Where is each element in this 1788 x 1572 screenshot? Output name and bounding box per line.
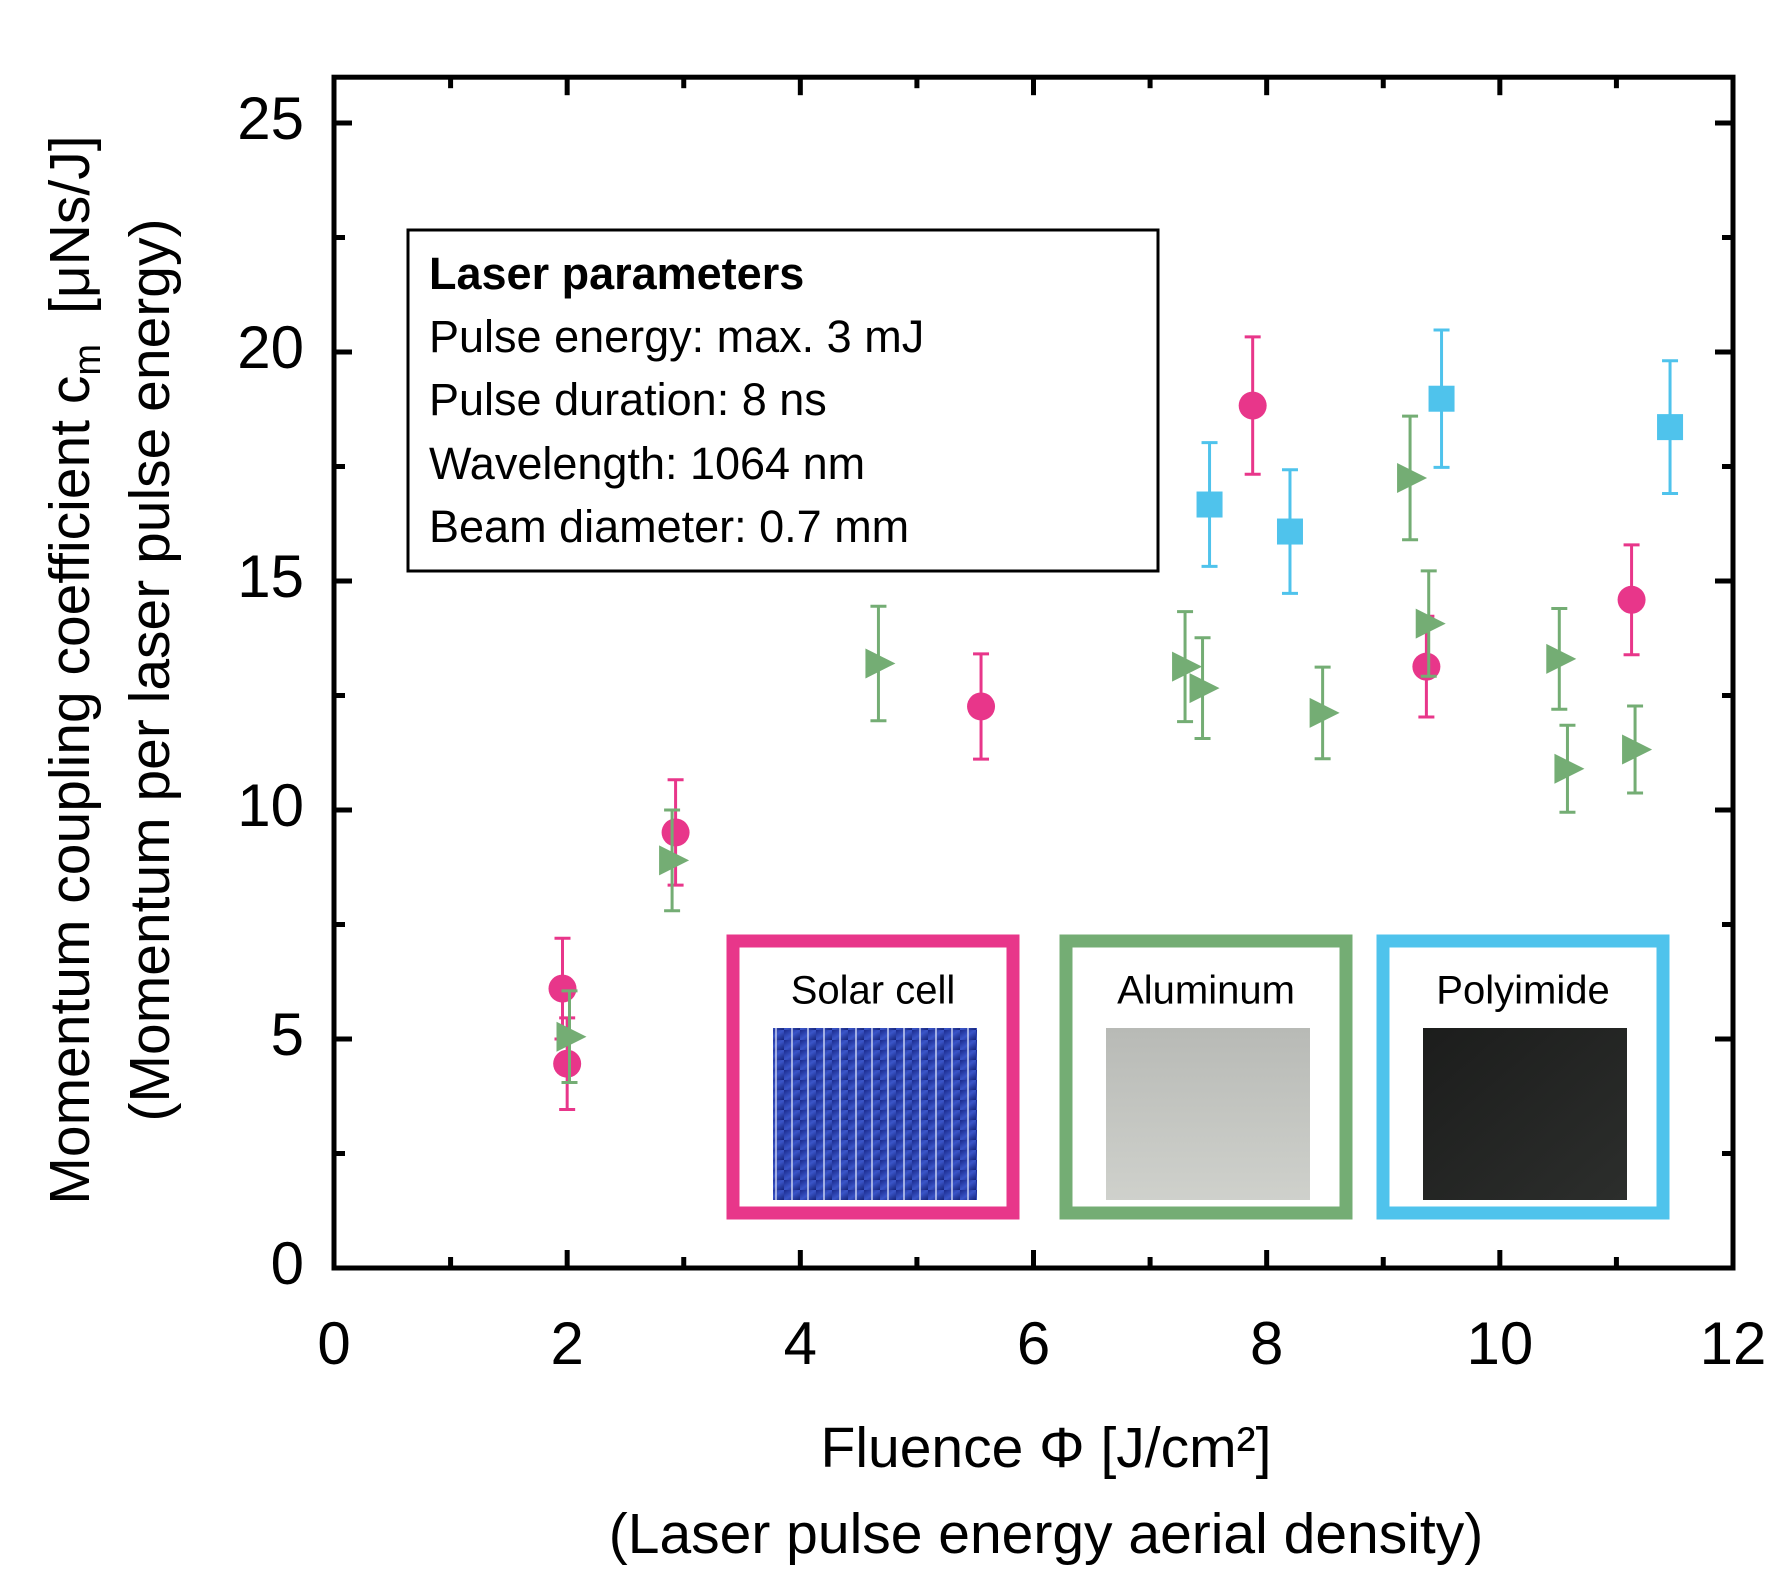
y-label-unit: [μNs/J]: [38, 135, 102, 314]
marker: [659, 845, 690, 876]
x-tick-label: 8: [1250, 1310, 1283, 1377]
marker: [1622, 734, 1653, 765]
marker: [1657, 414, 1684, 441]
marker: [865, 648, 896, 679]
x-label-2: (Laser pulse energy aerial density): [609, 1502, 1483, 1566]
series: [556, 414, 1653, 1085]
legend-photo: [1106, 1028, 1310, 1200]
annotation-line: Wavelength: 1064 nm: [429, 438, 865, 489]
legend-label: Aluminum: [1117, 969, 1295, 1013]
legend-label: Polyimide: [1436, 969, 1609, 1013]
x-tick-label: 10: [1466, 1310, 1533, 1377]
marker: [1172, 651, 1203, 682]
y-tick-label: 5: [271, 1001, 304, 1068]
marker: [556, 1021, 587, 1052]
y-tick-label: 15: [237, 543, 304, 610]
marker: [661, 818, 690, 847]
y-label-text: Momentum coupling coefficient c: [38, 376, 102, 1205]
x-tick-label: 2: [550, 1310, 583, 1377]
legend-label: Solar cell: [791, 969, 956, 1013]
legend: Solar cell Aluminum Polyimide: [726, 934, 1670, 1220]
marker: [1617, 585, 1646, 614]
series: [1196, 328, 1684, 595]
marker: [1554, 753, 1585, 784]
y-tick-label: 20: [237, 314, 304, 381]
marker: [553, 1049, 582, 1078]
annotation-title: Laser parameters: [429, 248, 804, 299]
marker: [1196, 491, 1223, 518]
marker: [1415, 608, 1446, 639]
x-label: Fluence Φ [J/cm²]: [821, 1416, 1272, 1480]
marker: [1397, 462, 1428, 493]
marker: [1189, 673, 1220, 704]
annotation-box: Laser parameters Pulse energy: max. 3 mJ…: [406, 228, 1160, 573]
x-tick-label: 12: [1700, 1310, 1767, 1377]
marker: [1309, 697, 1340, 728]
y-label: Momentum coupling coefficient cm [μNs/J]: [38, 135, 109, 1204]
annotation-line: Beam diameter: 0.7 mm: [429, 501, 909, 552]
marker: [1412, 652, 1441, 681]
x-tick-label: 0: [317, 1310, 350, 1377]
marker: [548, 974, 577, 1003]
x-tick-label: 6: [1017, 1310, 1050, 1377]
legend-photo: [773, 1028, 977, 1200]
y-label-2: (Momentum per laser pulse energy): [118, 219, 182, 1122]
y-axis-label: Momentum coupling coefficient cm[μNs/J] …: [38, 135, 182, 1204]
y-tick-label: 0: [271, 1230, 304, 1297]
legend-photo: [1423, 1028, 1627, 1200]
x-tick-label: 4: [784, 1310, 817, 1377]
y-label-subscript: m: [67, 344, 109, 376]
marker: [967, 692, 996, 721]
annotation-frame: [406, 228, 1160, 573]
annotation-line: Pulse energy: max. 3 mJ: [429, 311, 924, 362]
marker: [1428, 385, 1455, 412]
marker: [1546, 643, 1577, 674]
y-tick-label: 10: [237, 772, 304, 839]
series: [548, 335, 1646, 1112]
marker: [1238, 391, 1267, 420]
y-tick-label: 25: [237, 85, 304, 152]
annotation-line: Pulse duration: 8 ns: [429, 374, 827, 425]
marker: [1276, 518, 1303, 545]
